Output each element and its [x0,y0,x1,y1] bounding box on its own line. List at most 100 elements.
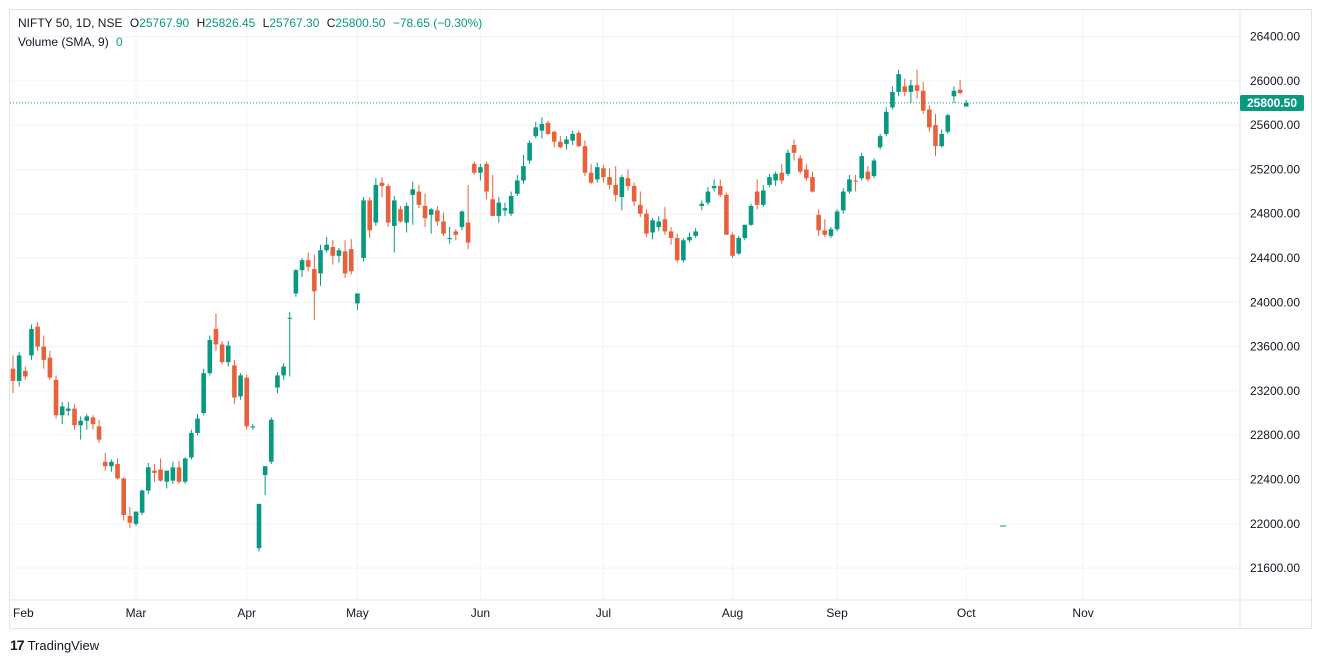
candle-body [853,180,858,182]
candle [877,133,883,150]
candle-body [601,168,606,178]
candle-body [761,190,766,205]
candle-body [35,326,40,347]
candle-body [502,208,508,211]
candle [244,374,249,430]
candle [650,218,655,240]
candle-body [428,209,434,215]
candle-body [693,231,698,236]
candle-body [324,244,329,251]
candle-body [711,186,717,189]
candle [435,205,440,226]
candle-body [109,461,114,467]
tradingview-brand[interactable]: 17 TradingView [10,637,99,653]
candle [631,182,637,206]
candle-body [736,238,741,254]
candle [773,171,778,187]
candle [385,183,391,227]
y-tick-label: 22400.00 [1250,473,1300,487]
candle [189,429,194,460]
candle-body [594,167,600,180]
y-tick-label: 25200.00 [1250,162,1300,176]
candle [213,313,219,352]
candle-body [884,111,889,134]
candle [59,401,65,425]
candle [318,244,323,286]
candle [459,210,465,231]
candle-body [146,467,151,491]
candle-body [484,163,489,192]
candle [736,235,741,255]
candle-body [342,251,348,274]
y-tick-label: 21600.00 [1250,561,1300,575]
candle-body [238,375,243,397]
candle-body [558,141,563,148]
candle-body [638,204,643,214]
candle [551,130,557,148]
candle [330,240,336,265]
candle-body [158,469,163,481]
candle-body [127,516,133,523]
candle [47,351,53,380]
candle [927,105,932,132]
candle [379,177,385,198]
candle [644,209,649,237]
candle [66,401,71,416]
candle [355,293,360,311]
candle [730,232,735,258]
legend-close-value: 25800.50 [335,16,386,30]
candle [619,174,625,211]
candle-body [66,408,71,411]
candle-body [78,420,83,426]
candle [324,236,329,253]
candle-body [508,195,514,214]
tradingview-logo-icon: 17 [10,637,25,653]
candle [195,414,200,436]
candle-body [927,109,932,128]
candle-body [871,160,877,177]
candle [293,269,299,297]
candle [16,352,22,387]
candle-body [564,139,569,144]
candle [920,81,926,115]
candle-body [730,234,735,256]
legend-low-label: L [262,16,270,30]
x-tick-label: Feb [13,606,34,620]
legend-high-label: H [196,16,206,30]
candle [348,239,354,275]
candle-body [613,184,618,195]
candle [133,511,139,527]
candle-body [219,344,225,363]
candle-body [379,182,385,187]
candle-body [865,171,871,180]
candle [35,322,40,352]
brand-name: TradingView [27,637,100,653]
candle-body [465,222,471,243]
volume-label: Volume (SMA, 9) [18,35,109,49]
candle-body [791,145,797,153]
candle-body [250,426,256,428]
candle-body [939,133,944,147]
candle [668,226,674,245]
candle [23,366,28,380]
y-tick-label: 25600.00 [1250,118,1300,132]
candle-body [90,417,96,425]
candle-body [115,463,120,479]
candle-body [478,167,483,173]
candle-body [170,467,176,481]
candle-body [847,179,852,192]
chart-frame [9,9,1312,629]
candle [939,129,944,148]
candle-body [681,240,686,261]
candle [496,197,502,223]
candle-body [318,250,323,274]
candle [656,215,662,232]
candle [29,324,34,360]
candle-body [742,224,748,239]
candle [908,79,914,103]
candle [410,181,416,225]
y-tick-label: 23600.00 [1250,340,1300,354]
candle-body [527,142,532,161]
candle [681,238,686,263]
